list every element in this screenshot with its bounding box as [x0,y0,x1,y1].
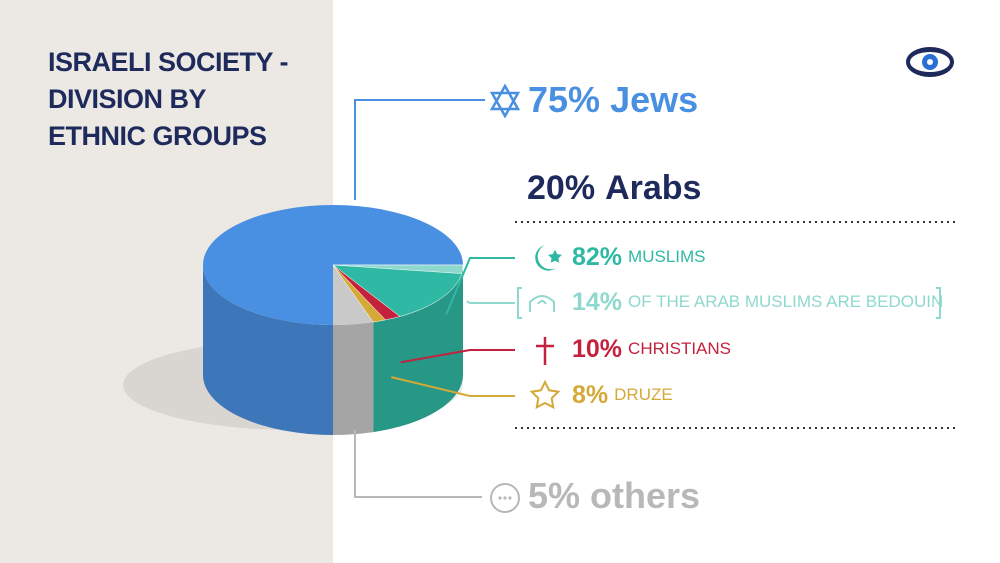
category-label: MUSLIMS [628,247,705,266]
sub-slice [332,264,386,323]
connector [354,430,482,498]
pie-slice-side [203,265,333,435]
data-label: 14% OF THE ARAB MUSLIMS ARE BEDOUIN [572,288,943,316]
pie-slice-side [333,322,374,436]
value-label: 8% [572,381,608,409]
data-label: 75% Jews [528,79,698,120]
chart-title: ISRAELI SOCIETY - DIVISION BY ETHNIC GRO… [48,47,289,151]
value-label: 20% [527,169,595,207]
category-label: others [590,475,700,516]
category-label: DRUZE [614,385,673,404]
data-label: 20% Arabs [527,169,701,207]
bracket [517,287,941,319]
icon [498,496,502,500]
category-label: Arabs [605,169,701,207]
icon [490,483,520,513]
icon [503,496,507,500]
icon [536,337,554,365]
value-label: 10% [572,335,622,363]
icon [529,295,555,312]
pie-slice [333,265,374,326]
icon [548,249,562,263]
connector [445,257,515,315]
connector [391,376,515,397]
category-label: Jews [610,79,698,120]
value-label: 5% [528,475,580,516]
value-label: 14% [572,288,622,316]
logo [906,47,954,77]
data-label: 5% others [528,475,700,516]
icon [529,379,561,410]
sub-slice [332,264,464,274]
category-label: CHRISTIANS [628,339,731,358]
connector [354,99,485,200]
category-label: OF THE ARAB MUSLIMS ARE BEDOUIN [628,292,943,311]
data-label: 10% CHRISTIANS [572,335,731,363]
icon [489,83,521,119]
connector [400,349,515,364]
connector [466,300,515,304]
value-label: 82% [572,243,622,271]
value-label: 75% [528,79,600,120]
pie-slice-side [373,265,464,433]
data-label: 82% MUSLIMS [572,243,706,271]
icon [508,496,512,500]
data-label: 8% DRUZE [572,381,673,409]
